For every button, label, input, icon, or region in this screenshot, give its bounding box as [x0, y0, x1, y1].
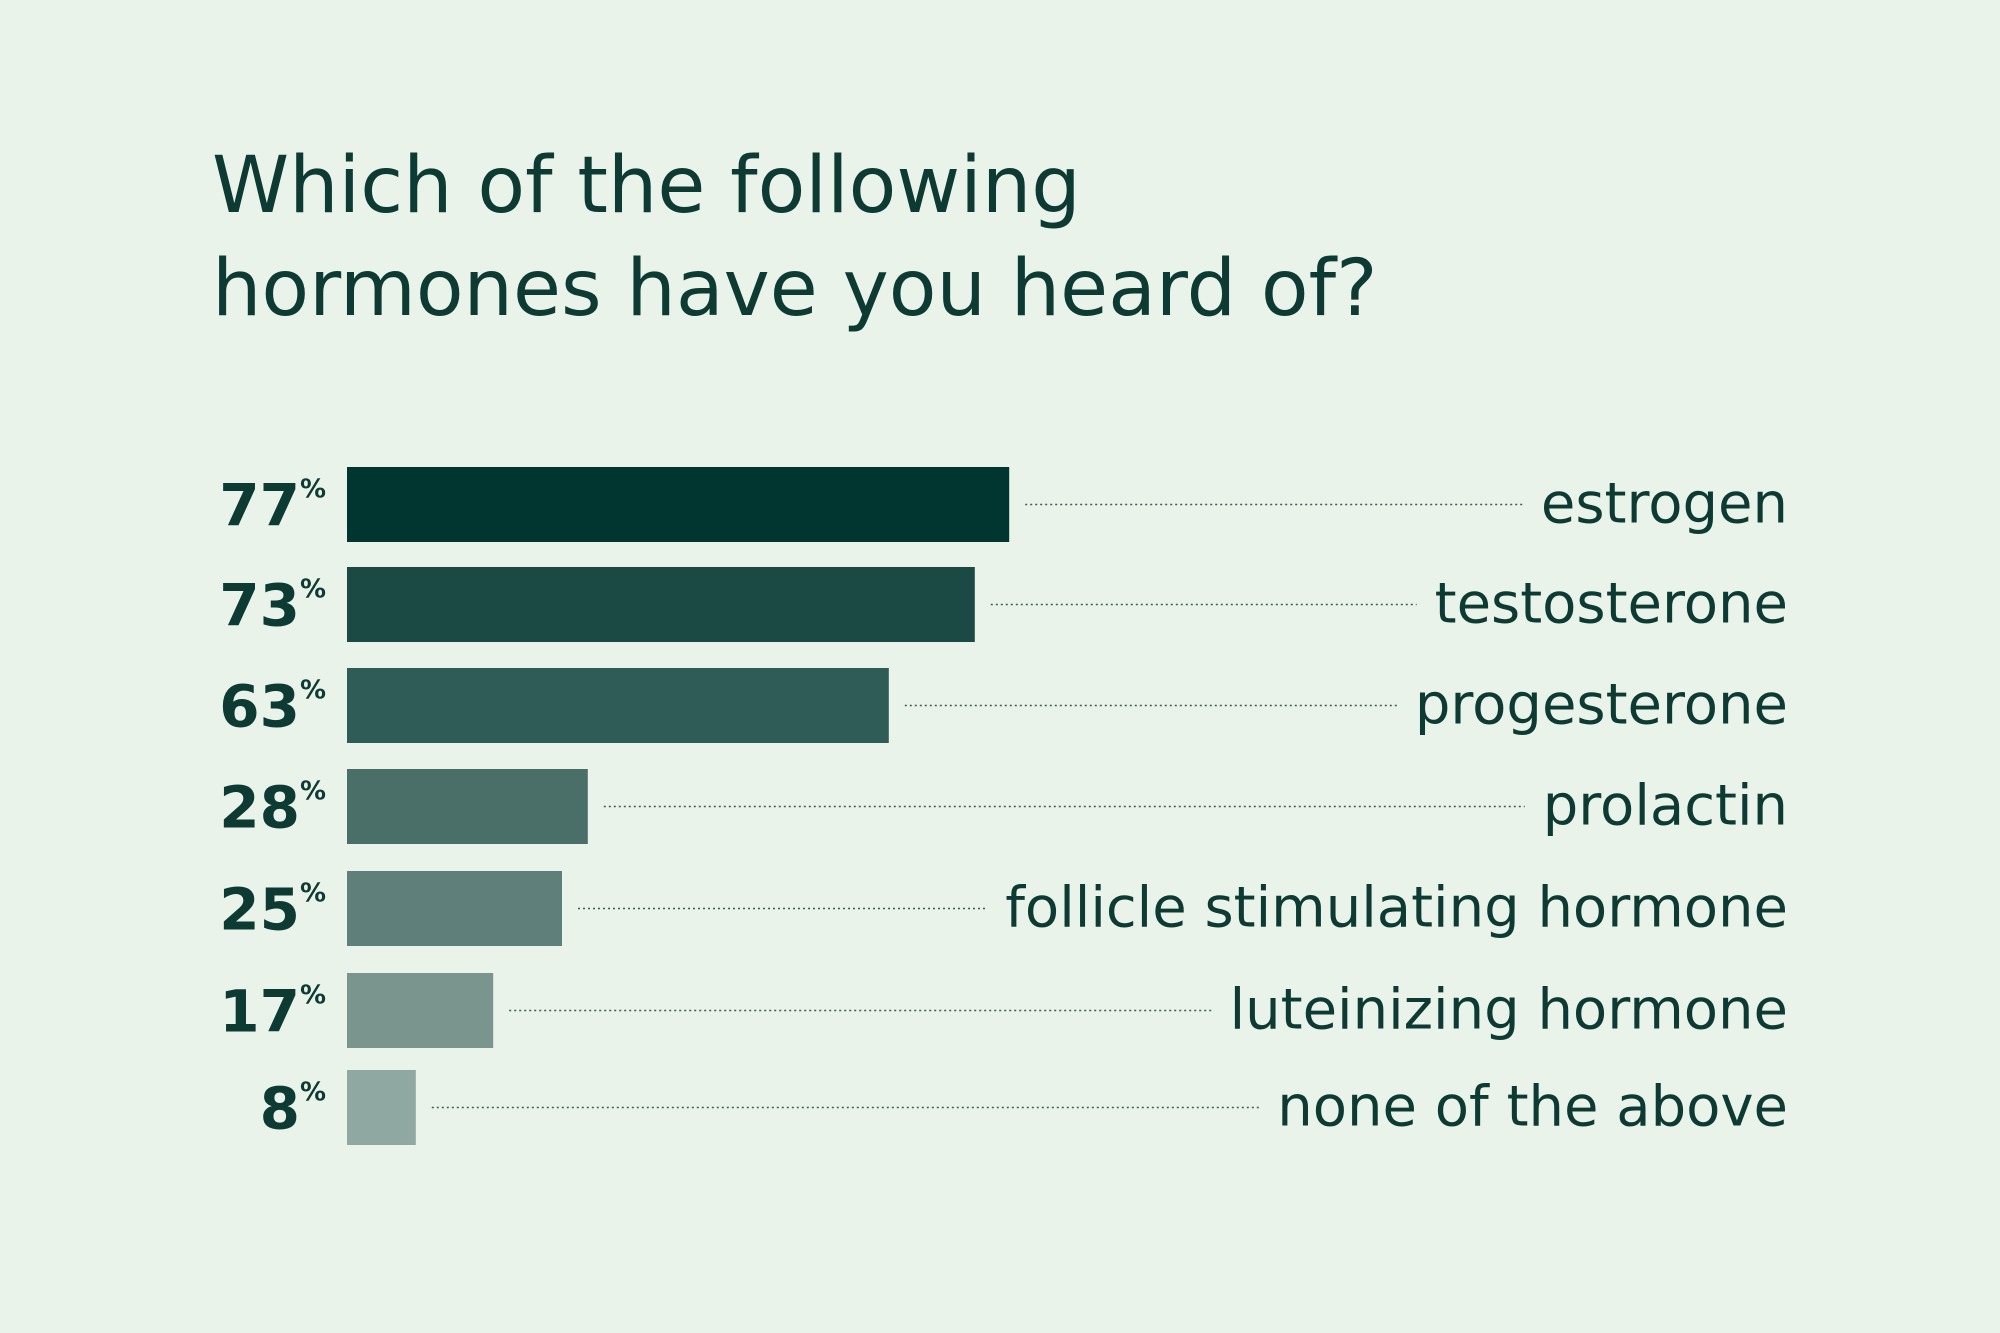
value-number-4: 25: [219, 876, 300, 944]
category-label-3: prolactin: [1543, 774, 1788, 839]
chart-rows: 77% estrogen 73% testosterone 63% progesteron…: [219, 467, 1788, 1145]
value-percent-sign-0: %: [300, 475, 326, 505]
value-label-3: 28%: [219, 774, 326, 842]
bar-2: [347, 668, 889, 743]
bar-4: [347, 871, 562, 946]
category-label-2: progesterone: [1415, 673, 1788, 738]
value-label-4: 25%: [219, 876, 326, 944]
category-label-5: luteinizing hormone: [1230, 978, 1788, 1043]
bar-1: [347, 567, 975, 642]
value-label-5: 17%: [219, 978, 326, 1046]
value-label-2: 63%: [219, 673, 326, 741]
value-number-6: 8: [260, 1075, 300, 1143]
chart-title-line-2: hormones have you heard of?: [212, 244, 1378, 334]
value-number-0: 77: [219, 472, 300, 540]
bar-6: [347, 1070, 416, 1145]
value-number-1: 73: [219, 572, 300, 640]
value-percent-sign-2: %: [300, 676, 326, 706]
bar-3: [347, 769, 588, 844]
value-percent-sign-6: %: [300, 1078, 326, 1108]
value-number-2: 63: [219, 673, 300, 741]
value-number-5: 17: [219, 978, 300, 1046]
value-label-1: 73%: [219, 572, 326, 640]
value-percent-sign-1: %: [300, 575, 326, 605]
value-label-6: 8%: [260, 1075, 326, 1143]
value-number-3: 28: [219, 774, 300, 842]
value-percent-sign-5: %: [300, 981, 326, 1011]
bar-0: [347, 467, 1010, 542]
category-label-6: none of the above: [1277, 1075, 1788, 1140]
category-label-4: follicle stimulating hormone: [1005, 876, 1788, 941]
value-label-0: 77%: [219, 472, 326, 540]
category-label-1: testosterone: [1435, 572, 1788, 637]
value-percent-sign-4: %: [300, 879, 326, 909]
category-label-0: estrogen: [1541, 472, 1788, 537]
value-percent-sign-3: %: [300, 777, 326, 807]
chart-title-line-1: Which of the following: [212, 141, 1081, 231]
bar-5: [347, 973, 494, 1048]
